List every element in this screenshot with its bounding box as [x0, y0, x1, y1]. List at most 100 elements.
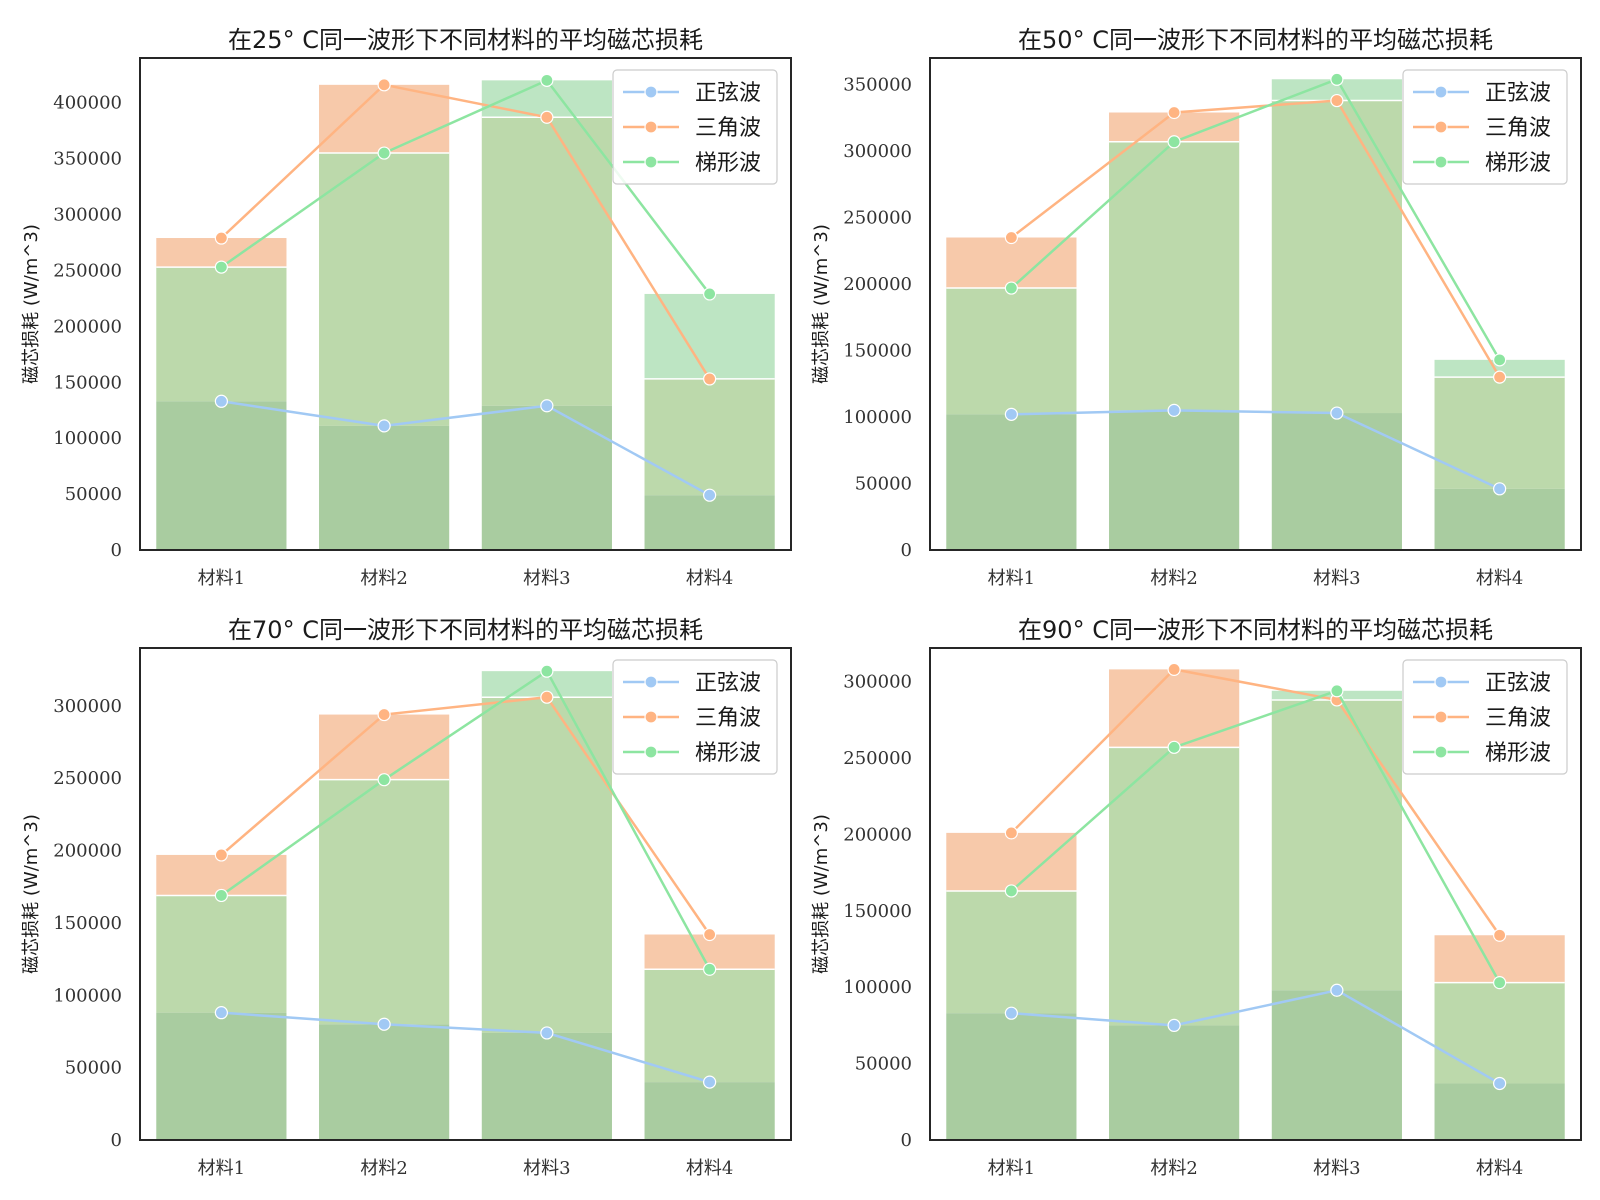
series-point — [703, 962, 717, 976]
legend-marker — [1434, 85, 1448, 99]
series-point — [1004, 407, 1018, 421]
bar-sine-1 — [156, 1012, 287, 1140]
series-point — [214, 260, 228, 274]
x-tick-label: 材料3 — [523, 1158, 570, 1179]
series-point — [1167, 662, 1181, 676]
series-point — [703, 927, 717, 942]
y-tick-label: 150000 — [53, 372, 122, 393]
y-axis-label: 磁芯损耗 (W/m^3) — [21, 814, 42, 974]
x-tick-label: 材料1 — [198, 1158, 245, 1179]
x-tick-label: 材料1 — [988, 568, 1035, 589]
legend-marker — [1434, 120, 1448, 134]
series-point — [214, 231, 228, 245]
x-tick-label: 材料4 — [686, 1158, 733, 1179]
legend-label: 正弦波 — [695, 671, 761, 696]
x-tick-label: 材料4 — [1476, 568, 1523, 589]
series-point — [1004, 281, 1018, 295]
series-line-1 — [221, 400, 711, 497]
series-point — [1330, 983, 1344, 997]
series-point — [703, 488, 717, 502]
bar-top-2 — [319, 84, 450, 154]
y-tick-label: 50000 — [855, 1054, 912, 1075]
y-tick-label: 300000 — [53, 696, 122, 717]
y-tick-label: 100000 — [843, 407, 912, 428]
bar-top-1 — [946, 237, 1077, 289]
chart-title: 在50° C同一波形下不同材料的平均磁芯损耗 — [1018, 26, 1493, 54]
series-point — [1493, 928, 1507, 942]
y-tick-label: 200000 — [843, 274, 912, 295]
series-point — [377, 707, 391, 722]
series-point — [703, 1075, 717, 1089]
y-tick-label: 100000 — [843, 977, 912, 998]
bar-overlap-2 — [319, 779, 450, 1025]
legend-label: 三角波 — [1485, 116, 1551, 141]
legend-marker — [644, 675, 658, 689]
chart-title: 在70° C同一波形下不同材料的平均磁芯损耗 — [228, 616, 703, 644]
series-point — [377, 146, 391, 160]
x-tick-label: 材料3 — [1313, 1158, 1360, 1179]
series-point — [377, 419, 391, 433]
bar-overlap-3 — [1271, 699, 1402, 991]
legend-box — [612, 69, 778, 185]
legend-marker — [644, 155, 658, 169]
y-tick-label: 150000 — [53, 913, 122, 934]
bar-sine-3 — [481, 405, 612, 550]
chart-title: 在25° C同一波形下不同材料的平均磁芯损耗 — [228, 26, 703, 54]
series-line-2 — [1010, 668, 1501, 936]
plot-frame — [929, 647, 1582, 1141]
x-tick-label: 材料4 — [686, 568, 733, 589]
y-tick-label: 250000 — [843, 748, 912, 769]
series-point — [1004, 230, 1018, 245]
y-tick-label: 200000 — [53, 316, 122, 337]
y-tick-label: 0 — [901, 1130, 912, 1151]
bar-sine-1 — [946, 1013, 1077, 1140]
legend-marker — [644, 745, 658, 759]
bar-overlap-3 — [1271, 100, 1402, 414]
y-tick-label: 350000 — [843, 75, 912, 96]
y-tick-label: 0 — [111, 1130, 122, 1151]
series-point — [1167, 105, 1181, 120]
y-tick-label: 350000 — [53, 149, 122, 170]
bar-overlap-1 — [156, 895, 287, 1013]
series-point — [214, 848, 228, 862]
series-point — [1330, 406, 1344, 420]
legend-marker — [1434, 745, 1448, 759]
bar-top-1 — [156, 854, 287, 896]
legend-marker — [644, 120, 658, 134]
bar-sine-3 — [1271, 990, 1402, 1140]
y-tick-label: 50000 — [65, 484, 122, 505]
legend-marker — [1434, 710, 1448, 724]
y-tick-label: 300000 — [843, 672, 912, 693]
bar-overlap-3 — [481, 697, 612, 1033]
y-tick-label: 250000 — [843, 208, 912, 229]
bar-top-2 — [319, 714, 450, 780]
chart-panel-1: 0 50000 100000 150000 200000 250000 300000 3500… — [21, 26, 792, 589]
series-line-3 — [220, 669, 711, 970]
y-tick-label: 200000 — [843, 824, 912, 845]
legend-label: 梯形波 — [1485, 151, 1551, 176]
bar-sine-4 — [644, 1082, 775, 1140]
series-point — [703, 372, 717, 386]
series-point — [1167, 1018, 1181, 1033]
legend-box — [1402, 69, 1568, 185]
chart-panel-3: 0 50000 100000 150000 200000 250000 300000 材料1 材… — [21, 616, 792, 1179]
y-tick-label: 0 — [111, 540, 122, 561]
series-line-2 — [220, 83, 711, 380]
series-line-1 — [221, 1011, 710, 1084]
x-tick-label: 材料2 — [360, 1158, 407, 1179]
x-tick-label: 材料1 — [988, 1158, 1035, 1179]
chart-title: 在90° C同一波形下不同材料的平均磁芯损耗 — [1018, 616, 1493, 644]
bar-overlap-2 — [1109, 141, 1240, 411]
y-tick-label: 300000 — [843, 141, 912, 162]
plot-frame — [139, 647, 792, 1141]
series-point — [1167, 135, 1181, 149]
legend-marker — [644, 710, 658, 724]
y-tick-label: 50000 — [855, 474, 912, 495]
series-point — [214, 394, 228, 408]
series-point — [377, 1017, 391, 1031]
bar-overlap-3 — [481, 117, 612, 406]
series-point — [1493, 353, 1507, 367]
series-line-3 — [1010, 689, 1501, 984]
